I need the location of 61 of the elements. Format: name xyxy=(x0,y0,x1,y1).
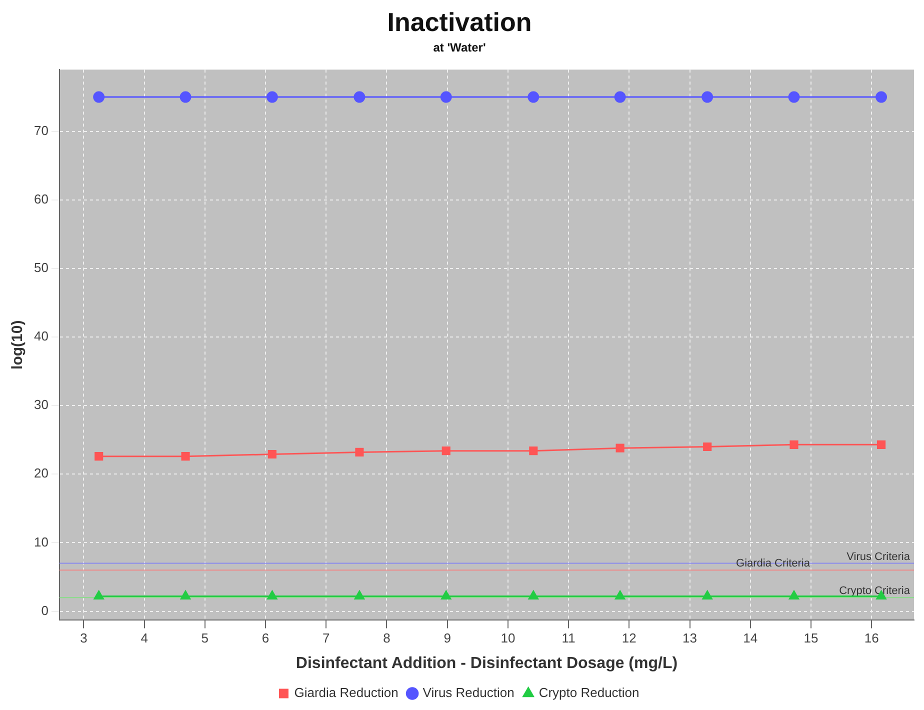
legend-label: Virus Reduction xyxy=(422,685,514,700)
y-tick-label: 40 xyxy=(34,328,48,344)
ref-line-label: Crypto Criteria xyxy=(839,585,911,598)
y-tick-label: 60 xyxy=(34,191,48,206)
point xyxy=(528,91,540,103)
y-tick-label: 10 xyxy=(34,534,48,550)
x-tick-label: 16 xyxy=(864,630,879,646)
y-tick-label: 30 xyxy=(34,397,48,412)
point xyxy=(614,590,626,600)
point xyxy=(528,590,538,600)
point xyxy=(268,450,276,459)
point xyxy=(442,446,450,456)
x-tick-label: 14 xyxy=(743,630,758,646)
point xyxy=(94,590,104,600)
point xyxy=(355,448,364,456)
point xyxy=(180,590,191,600)
point xyxy=(354,590,365,600)
point xyxy=(181,452,190,461)
chart-subtitle: at 'Water' xyxy=(433,40,486,55)
x-tick-label: 3 xyxy=(80,630,88,646)
point xyxy=(702,91,714,103)
x-axis-title: Disinfectant Addition - Disinfectant Dosage (mg/L) xyxy=(296,654,678,672)
x-tick-label: 4 xyxy=(140,630,148,646)
x-tick-label: 10 xyxy=(500,630,516,646)
y-axis-title: log(10) xyxy=(9,320,26,370)
point xyxy=(788,590,800,600)
x-tick-label: 15 xyxy=(804,630,818,646)
point xyxy=(441,590,452,600)
x-tick-label: 6 xyxy=(262,630,270,646)
x-tick-label: 8 xyxy=(383,630,390,646)
ref-line-label: Virus Criteria xyxy=(846,550,911,563)
y-tick-label: 70 xyxy=(34,122,48,138)
point xyxy=(266,91,278,103)
y-tick-label: 20 xyxy=(34,466,48,481)
x-tick-label: 11 xyxy=(562,630,576,646)
point xyxy=(790,440,798,449)
legend-label: Crypto Reduction xyxy=(538,685,640,700)
point xyxy=(702,590,712,600)
point xyxy=(93,91,105,103)
x-tick-label: 7 xyxy=(322,630,330,646)
point xyxy=(354,91,366,103)
point xyxy=(529,446,538,456)
y-tick-label: 50 xyxy=(34,260,48,276)
ref-line-label: Giardia Criteria xyxy=(736,558,811,570)
point xyxy=(614,91,626,103)
point xyxy=(703,442,712,452)
point xyxy=(94,452,104,461)
x-tick-label: 13 xyxy=(682,630,697,646)
x-tick-label: 5 xyxy=(201,630,209,646)
point xyxy=(788,91,800,103)
legend-label: Giardia Reduction xyxy=(294,685,398,700)
x-tick-label: 9 xyxy=(444,630,451,646)
y-tick-label: 0 xyxy=(41,602,48,618)
point xyxy=(440,91,452,103)
chart-title: Inactivation xyxy=(387,6,532,37)
point xyxy=(616,444,624,452)
point xyxy=(876,440,886,449)
point xyxy=(267,590,278,600)
x-tick-label: 12 xyxy=(622,630,636,646)
point xyxy=(876,91,888,103)
point xyxy=(180,91,192,103)
